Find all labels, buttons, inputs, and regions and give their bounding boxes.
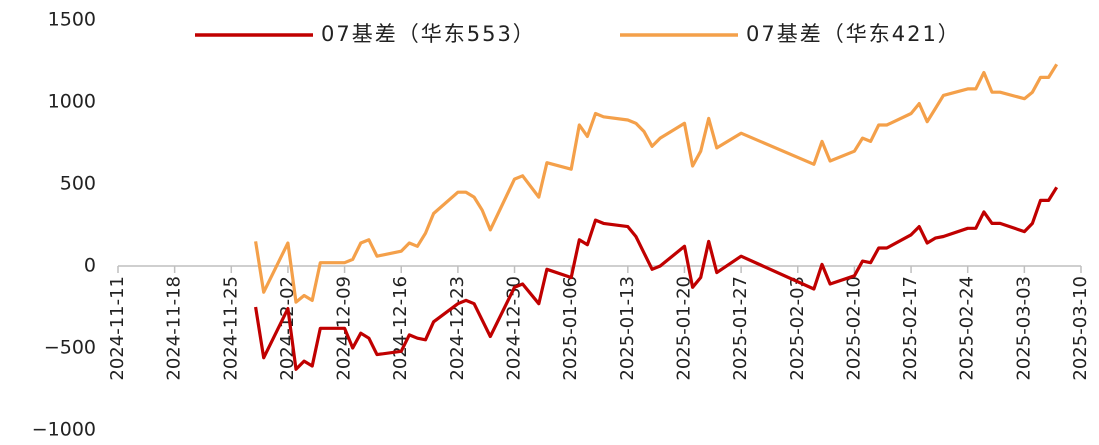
x-tick-label: 2024-11-11	[107, 276, 128, 381]
series-line	[254, 186, 1059, 371]
x-tick-label: 2025-01-27	[730, 276, 751, 381]
y-tick-label: 500	[60, 173, 96, 195]
legend-label: 07基差（华东553）	[321, 22, 536, 46]
y-tick-label: 0	[84, 255, 96, 277]
x-tick-label: 2025-03-10	[1070, 276, 1091, 381]
legend-label: 07基差（华东421）	[746, 22, 961, 46]
x-tick-label: 2024-11-25	[220, 276, 241, 381]
x-tick-label: 2025-01-13	[617, 276, 638, 381]
y-tick-label: 1500	[48, 9, 96, 31]
x-tick-label: 2025-03-03	[1013, 276, 1034, 381]
x-tick-label: 2025-02-03	[787, 276, 808, 381]
x-tick-label: 2025-02-24	[957, 276, 978, 381]
y-tick-label: 1000	[48, 91, 96, 113]
series-line	[254, 63, 1059, 304]
y-tick-label: −1000	[32, 419, 96, 441]
x-tick-label: 2024-12-16	[390, 276, 411, 381]
x-tick-label: 2025-02-17	[900, 276, 921, 381]
x-tick-label: 2024-12-23	[447, 276, 468, 381]
x-tick-label: 2025-02-10	[843, 276, 864, 381]
y-tick-label: −500	[44, 337, 96, 359]
x-tick-label: 2025-01-20	[673, 276, 694, 381]
x-tick-label: 2025-01-06	[560, 276, 581, 381]
x-tick-label: 2024-11-18	[164, 276, 185, 381]
